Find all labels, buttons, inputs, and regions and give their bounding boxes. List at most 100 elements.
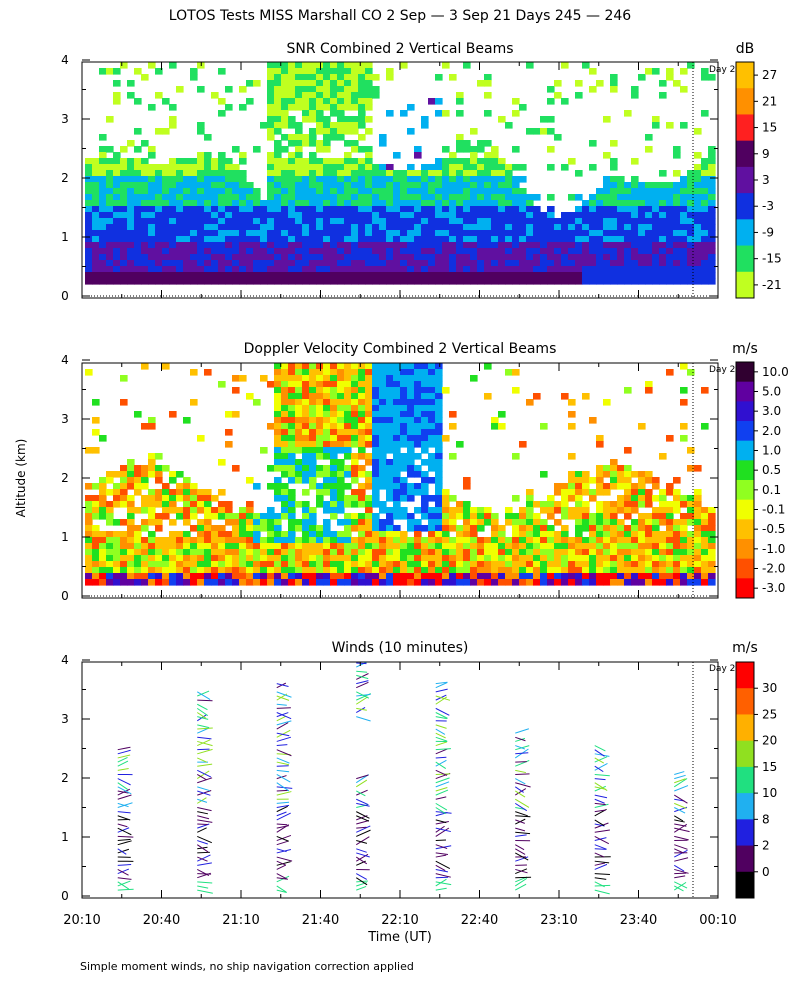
doppler-cell bbox=[379, 429, 387, 436]
wind-barb bbox=[674, 807, 686, 814]
snr-cell bbox=[330, 164, 338, 171]
doppler-cell bbox=[575, 561, 583, 568]
doppler-cell bbox=[246, 579, 254, 586]
wind-barb bbox=[515, 852, 529, 861]
snr-cell bbox=[365, 62, 373, 69]
wind-barb bbox=[197, 736, 212, 740]
doppler-cell bbox=[295, 417, 303, 424]
doppler-cell bbox=[386, 423, 394, 430]
doppler-cell bbox=[470, 537, 478, 544]
snr-cell bbox=[330, 86, 338, 93]
doppler-cell bbox=[701, 561, 709, 568]
snr-cell bbox=[267, 188, 275, 195]
doppler-cell bbox=[309, 411, 317, 418]
doppler-cell bbox=[687, 507, 695, 514]
doppler-cell bbox=[323, 435, 331, 442]
snr-cell bbox=[624, 224, 632, 231]
snr-cell bbox=[603, 260, 611, 267]
snr-cell bbox=[631, 260, 639, 267]
snr-cell bbox=[302, 116, 310, 123]
snr-cell bbox=[526, 254, 534, 261]
wind-barb bbox=[673, 815, 684, 822]
doppler-cell bbox=[680, 495, 688, 502]
snr-cell bbox=[197, 248, 205, 255]
doppler-cell bbox=[386, 549, 394, 556]
doppler-cell bbox=[484, 561, 492, 568]
snr-cell bbox=[610, 218, 618, 225]
snr-cell bbox=[659, 236, 667, 243]
doppler-cell bbox=[365, 369, 373, 376]
snr-cell bbox=[449, 74, 457, 81]
doppler-cell bbox=[407, 471, 415, 478]
doppler-cell bbox=[176, 573, 184, 580]
doppler-cell bbox=[288, 417, 296, 424]
snr-cell bbox=[456, 188, 464, 195]
snr-cell bbox=[421, 272, 429, 279]
wind-barb bbox=[356, 798, 369, 806]
snr-cell bbox=[435, 176, 443, 183]
doppler-cell bbox=[330, 405, 338, 412]
doppler-cell bbox=[582, 567, 590, 574]
colorbar-swatch bbox=[736, 219, 754, 247]
snr-cell bbox=[512, 110, 520, 117]
doppler-cell bbox=[400, 549, 408, 556]
snr-cell bbox=[169, 176, 177, 183]
doppler-cell bbox=[393, 495, 401, 502]
doppler-cell bbox=[316, 579, 324, 586]
snr-cell bbox=[288, 248, 296, 255]
snr-cell bbox=[456, 170, 464, 177]
doppler-cell bbox=[218, 549, 226, 556]
snr-cell bbox=[337, 278, 345, 285]
snr-cell bbox=[449, 158, 457, 165]
doppler-cell bbox=[267, 381, 275, 388]
doppler-cell bbox=[449, 519, 457, 526]
wind-barb bbox=[276, 840, 289, 846]
doppler-cell bbox=[358, 567, 366, 574]
doppler-cell bbox=[351, 453, 359, 460]
doppler-cell bbox=[456, 531, 464, 538]
snr-cell bbox=[519, 248, 527, 255]
doppler-cell bbox=[463, 477, 471, 484]
doppler-cell bbox=[323, 525, 331, 532]
snr-cell bbox=[372, 230, 380, 237]
doppler-cell bbox=[435, 567, 443, 574]
snr-cell bbox=[358, 80, 366, 87]
doppler-cell bbox=[435, 501, 443, 508]
doppler-cell bbox=[435, 405, 443, 412]
doppler-cell bbox=[617, 573, 625, 580]
snr-cell bbox=[309, 80, 317, 87]
snr-cell bbox=[414, 248, 422, 255]
doppler-cell bbox=[274, 399, 282, 406]
snr-cell bbox=[547, 278, 555, 285]
doppler-cell bbox=[309, 549, 317, 556]
snr-cell bbox=[113, 188, 121, 195]
snr-cell bbox=[274, 218, 282, 225]
doppler-cell bbox=[281, 489, 289, 496]
snr-cell bbox=[323, 98, 331, 105]
colorbar-label: 10 bbox=[762, 786, 777, 800]
snr-cell bbox=[575, 278, 583, 285]
snr-cell bbox=[169, 230, 177, 237]
doppler-cell bbox=[680, 573, 688, 580]
snr-cell bbox=[351, 140, 359, 147]
doppler-cell bbox=[309, 375, 317, 382]
snr-cell bbox=[442, 248, 450, 255]
doppler-cell bbox=[113, 555, 121, 562]
doppler-cell bbox=[596, 549, 604, 556]
snr-cell bbox=[155, 170, 163, 177]
wind-barb bbox=[276, 744, 288, 747]
wind-barb bbox=[276, 856, 293, 862]
snr-cell bbox=[554, 134, 562, 141]
doppler-cell bbox=[414, 465, 422, 472]
doppler-cell bbox=[687, 573, 695, 580]
wind-barb bbox=[117, 782, 128, 790]
snr-cell bbox=[435, 218, 443, 225]
doppler-cell bbox=[358, 573, 366, 580]
snr-cell bbox=[281, 278, 289, 285]
doppler-cell bbox=[358, 495, 366, 502]
doppler-cell bbox=[624, 501, 632, 508]
doppler-cell bbox=[351, 525, 359, 532]
doppler-cell bbox=[491, 567, 499, 574]
snr-cell bbox=[225, 212, 233, 219]
doppler-cell bbox=[120, 519, 128, 526]
